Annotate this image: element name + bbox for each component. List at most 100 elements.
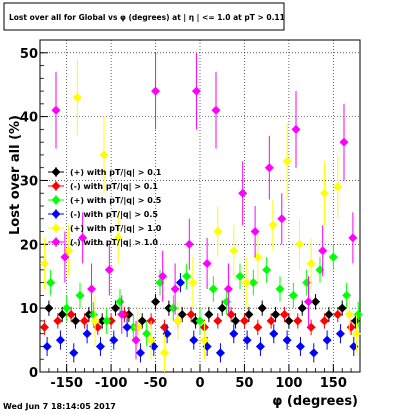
data-point [151, 86, 161, 96]
data-point [63, 246, 73, 256]
data-point [241, 278, 251, 288]
data-point [351, 329, 361, 339]
data-point [115, 297, 125, 307]
data-point [182, 271, 192, 281]
data-point [235, 271, 245, 281]
data-point [78, 233, 88, 243]
data-point [102, 316, 112, 326]
data-point [60, 252, 70, 262]
data-point [337, 303, 347, 313]
data-point [199, 335, 209, 345]
data-point [346, 322, 356, 332]
data-point [335, 329, 345, 339]
data-point [151, 297, 161, 307]
y-tick-label: 10 [20, 302, 38, 317]
series-5 [51, 52, 358, 360]
data-point [99, 150, 109, 160]
data-point [109, 335, 119, 345]
x-tick-label: 0 [195, 376, 204, 391]
y-tick-label: 30 [20, 174, 38, 189]
y-tick-label: 40 [20, 111, 38, 126]
data-point [322, 335, 332, 345]
data-point [66, 310, 76, 320]
data-point [104, 265, 114, 275]
data-point [333, 310, 343, 320]
data-point [75, 290, 85, 300]
data-point [131, 335, 141, 345]
data-point [295, 239, 305, 249]
series-1 [39, 306, 356, 335]
data-point [277, 214, 287, 224]
data-point [215, 348, 225, 358]
data-point [306, 258, 316, 268]
data-point [42, 341, 52, 351]
x-tick-label: -50 [144, 376, 168, 391]
data-point [344, 310, 354, 320]
data-point [142, 329, 152, 339]
data-point [250, 227, 260, 237]
data-point [271, 310, 281, 320]
legend-marker [51, 167, 61, 177]
series-4 [39, 59, 361, 372]
data-point [333, 182, 343, 192]
legend-label: (+) with pT/|q| > 0.5 [70, 196, 162, 205]
data-point [44, 303, 54, 313]
chart-title: Lost over all for Global vs φ (degrees) … [9, 13, 285, 23]
data-point [293, 316, 303, 326]
data-point [339, 137, 349, 147]
data-point [266, 316, 276, 326]
data-point [324, 310, 334, 320]
data-point [158, 271, 168, 281]
data-point [269, 329, 279, 339]
timestamp: Wed Jun 7 18:14:05 2017 [3, 402, 116, 411]
data-point [79, 316, 89, 326]
data-point [264, 163, 274, 173]
data-point [288, 290, 298, 300]
data-point [175, 278, 185, 288]
data-point [208, 284, 218, 294]
legend-marker [51, 195, 61, 205]
data-point [53, 316, 63, 326]
legend-marker [51, 209, 61, 219]
legend-label: (-) with pT/|q| > 0.5 [70, 210, 158, 219]
data-point [117, 310, 127, 320]
data-point [184, 239, 194, 249]
data-point [291, 124, 301, 134]
data-point [111, 303, 121, 313]
data-point [318, 246, 328, 256]
legend-label: (-) with pT/|q| > 0.1 [70, 182, 158, 191]
data-point [217, 303, 227, 313]
data-point [177, 310, 187, 320]
data-point [51, 105, 61, 115]
data-point [189, 335, 199, 345]
data-point [238, 188, 248, 198]
data-point [295, 341, 305, 351]
x-tick-label: -150 [50, 376, 83, 391]
data-point [319, 188, 329, 198]
data-point [39, 258, 49, 268]
data-point [319, 316, 329, 326]
y-axis-label: Lost over all (%) [8, 115, 23, 235]
data-point [311, 297, 321, 307]
x-tick-label: -100 [95, 376, 128, 391]
data-point [302, 278, 312, 288]
data-point [328, 252, 338, 262]
data-point [211, 105, 221, 115]
data-point [202, 258, 212, 268]
y-tick-label: 50 [20, 47, 38, 62]
data-point [204, 310, 214, 320]
data-point [348, 233, 358, 243]
legend-marker [51, 237, 61, 247]
legend-label: (+) with pT/|q| > 1.0 [70, 224, 162, 233]
data-point [195, 316, 205, 326]
data-point [284, 316, 294, 326]
data-point [62, 303, 72, 313]
data-point [275, 284, 285, 294]
data-point [39, 322, 49, 332]
data-point [137, 316, 147, 326]
data-point [282, 156, 292, 166]
data-point [231, 316, 241, 326]
data-point [71, 316, 81, 326]
data-point [279, 310, 289, 320]
data-point [297, 303, 307, 313]
